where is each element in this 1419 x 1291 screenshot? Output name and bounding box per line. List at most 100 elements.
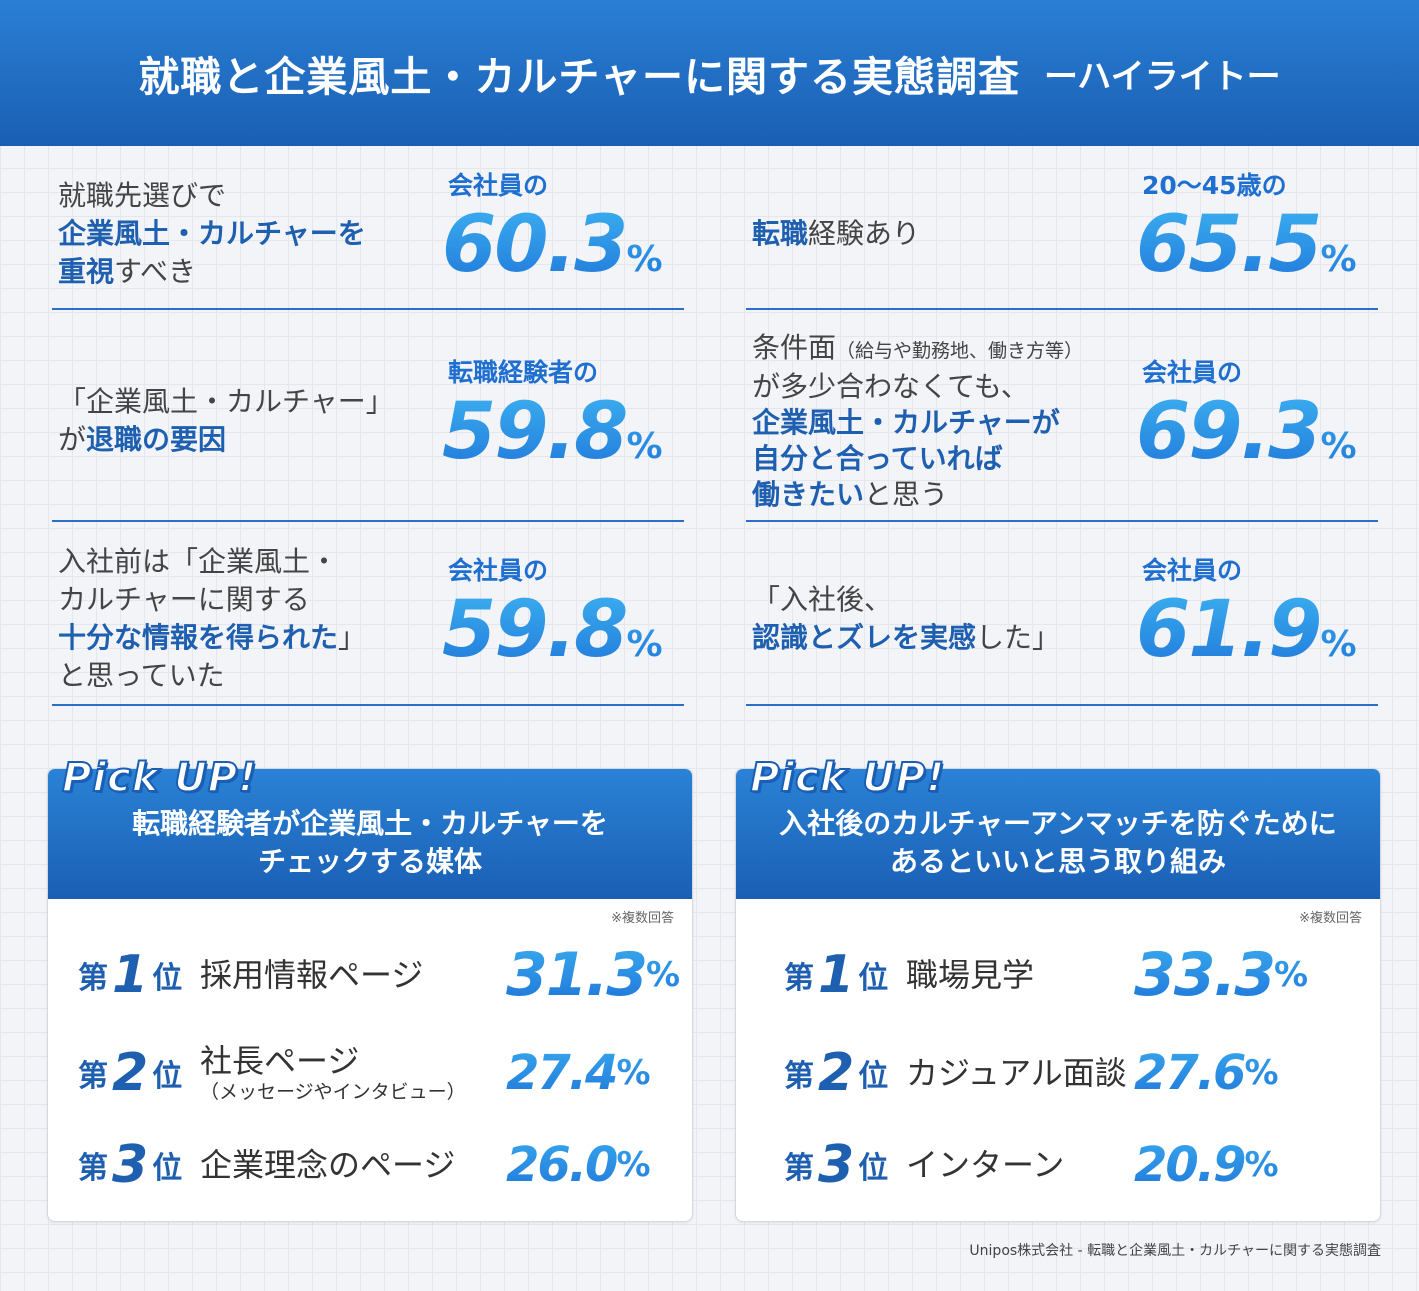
header-banner: 就職と企業風土・カルチャーに関する実態調査 ーハイライトー [0,0,1419,146]
stat-percent-sign: % [626,623,663,665]
rank-value: 27.4% [506,1033,651,1113]
rank-prefix: 第 [78,961,108,996]
stat-description: 条件面（給与や勤務地、働き方等） が多少合わなくても、 企業風土・カルチャーが … [752,322,1083,520]
stat-caption: 会社員の [448,555,549,585]
stat-text-part: 」 [338,621,367,654]
stat-block-5: 入社前は「企業風土・ カルチャーに関する 十分な情報を得られた」 と思っていた … [52,534,684,706]
stat-description: 就職先選びで 企業風土・カルチャーを 重視すべき [58,160,366,308]
stat-text-part: すべき [114,255,197,288]
pickup-badge: Pick UP! [749,754,946,802]
stat-number: 60.3 [442,199,627,290]
pickup-title-line: 入社後のカルチャーアンマッチを防ぐために [779,807,1337,840]
stat-description: 「入社後、 認識とズレを実感した」 [752,534,1060,704]
stat-percent-sign: % [626,238,663,280]
rank-item-sub: （メッセージやインタビュー） [200,1081,466,1103]
stat-figure: 会社員の 69.3% [1136,322,1357,520]
stat-caption: 20〜45歳の [1142,170,1287,200]
rank-item: 職場見学 [906,935,1034,1015]
rank-number: 2 [818,1043,855,1103]
rank-item: 社長ページ （メッセージやインタビュー） [200,1033,466,1113]
stat-figure: 会社員の 61.9% [1136,534,1357,704]
rank-number-value: 31.3 [506,940,647,1010]
rank-suffix: 位 [858,1059,889,1094]
stat-text-line: 十分な情報を得られた」 [58,619,366,657]
stat-caption: 会社員の [448,170,549,200]
multiple-answer-note: ※複数回答 [611,911,674,926]
rank-number: 2 [112,1043,149,1103]
stat-text-highlight: 認識とズレを実感 [752,621,977,654]
stat-text-line: 就職先選びで [58,179,227,212]
rank-prefix: 第 [784,1059,814,1094]
stat-number: 59.8 [442,584,627,675]
stat-value: 69.3% [1136,389,1357,490]
rank-suffix: 位 [858,961,889,996]
rank-item-label: インターン [906,1146,1065,1184]
stat-caption: 転職経験者の [448,357,599,387]
pickup-title-line: 転職経験者が企業風土・カルチャーを [132,807,608,840]
rank-number: 1 [818,945,855,1005]
stat-percent-sign: % [626,425,663,467]
stat-caption: 会社員の [1142,555,1243,585]
stat-text-line: が退職の要因 [58,421,394,459]
pickup-header: 転職経験者が企業風土・カルチャーを チェックする媒体 [48,769,692,899]
rank-number: 3 [112,1135,149,1195]
rank-percent-sign: % [1244,1145,1279,1185]
pickup-card-media: 転職経験者が企業風土・カルチャーを チェックする媒体 Pick UP! ※複数回… [47,754,693,1222]
rank-number-value: 27.4 [506,1045,617,1101]
stat-text-line: が多少合わなくても、 [752,369,1029,403]
stat-description: 入社前は「企業風土・ カルチャーに関する 十分な情報を得られた」 と思っていた [58,534,366,704]
rank-item-label: 企業理念のページ [200,1146,456,1184]
pickup-card-initiatives: 入社後のカルチャーアンマッチを防ぐために あるといいと思う取り組み Pick U… [735,754,1384,1222]
stat-value: 61.9% [1136,587,1357,688]
rank-item: 採用情報ページ [200,935,423,1015]
stat-text-highlight: 企業風土・カルチャーが [752,405,1060,439]
pickup-title-line: チェックする媒体 [257,845,482,878]
rank-number: 1 [112,945,149,1005]
stat-text-highlight: 十分な情報を得られた [58,621,339,654]
stat-text-part: が [58,423,87,456]
rank-percent-sign: % [616,1053,651,1093]
pickup-title-line: あるといいと思う取り組み [889,845,1226,878]
rank-prefix: 第 [78,1151,108,1186]
page-title: 就職と企業風土・カルチャーに関する実態調査 [138,53,1020,101]
stat-number: 61.9 [1136,584,1321,675]
stat-text-part: 条件面 [752,330,837,364]
pickup-badge: Pick UP! [61,754,258,802]
rank-item-label: 職場見学 [906,956,1035,994]
pickup-header: 入社後のカルチャーアンマッチを防ぐために あるといいと思う取り組み [736,769,1380,899]
stat-text-highlight: 重視 [58,255,115,288]
rank-item-label: 採用情報ページ [200,956,424,994]
stat-text-line: 働きたいと思う [752,477,1083,513]
rank-item: カジュアル面談 [906,1033,1127,1113]
rank-number-value: 27.6 [1134,1045,1245,1101]
stat-text-line: 「入社後、 [752,583,893,616]
rank-prefix: 第 [784,1151,814,1186]
stat-text-line: 転職経験あり [752,215,920,253]
stat-text-line: 認識とズレを実感した」 [752,619,1060,657]
stat-text-highlight: 転職 [752,217,809,250]
rank-suffix: 位 [152,1151,183,1186]
stat-value: 59.8% [442,587,663,688]
page-subtitle: ーハイライトー [1043,56,1281,97]
rank-number-value: 33.3 [1134,940,1275,1010]
stat-text-line: 重視すべき [58,253,366,291]
rank-value: 26.0% [506,1125,651,1205]
stat-caption: 会社員の [1142,357,1243,387]
stat-figure: 会社員の 60.3% [442,160,663,308]
stat-number: 59.8 [442,386,627,477]
source-credit: Unipos株式会社 - 転職と企業風土・カルチャーに関する実態調査 [969,1243,1381,1259]
stat-figure: 20〜45歳の 65.5% [1136,160,1357,308]
stat-block-4: 条件面（給与や勤務地、働き方等） が多少合わなくても、 企業風土・カルチャーが … [746,322,1378,522]
stat-block-6: 「入社後、 認識とズレを実感した」 会社員の 61.9% [746,534,1378,706]
stat-description: 「企業風土・カルチャー」 が退職の要因 [58,322,394,520]
rank-value: 33.3% [1134,935,1308,1015]
stat-number: 65.5 [1136,199,1321,290]
